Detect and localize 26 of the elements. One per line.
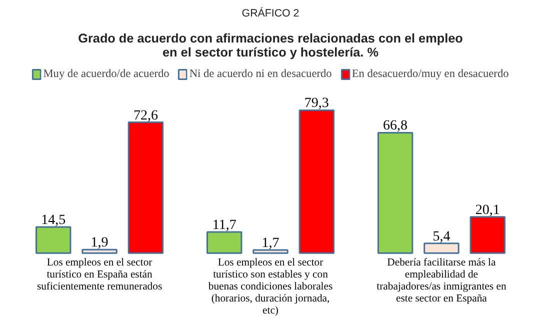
bar xyxy=(252,249,288,254)
legend-label: Ni de acuerdo ni en desacuerdo xyxy=(189,68,332,80)
bar xyxy=(424,242,460,254)
data-label: 11,7 xyxy=(212,218,236,233)
data-label: 1,9 xyxy=(90,236,108,251)
chart-title: Grado de acuerdo con afirmaciones relacionadas con el empleo en el sector turístico y hostelería. % xyxy=(78,32,464,60)
bar xyxy=(128,122,164,254)
x-tick-label: Los empleos en el sector turístico en España están suficientemente remunerados xyxy=(36,257,162,293)
x-tick-label: Los empleos en el sector turístico son estables y con buenas condiciones laborales (horarios, duración jornada, etc) xyxy=(208,257,333,317)
data-label: 79,3 xyxy=(304,96,329,112)
data-label: 20,1 xyxy=(475,202,500,218)
legend-label: En desacuerdo/muy en desacuerdo xyxy=(352,68,509,80)
data-label: 1,7 xyxy=(262,236,280,252)
data-label: 66,8 xyxy=(383,118,408,134)
bar xyxy=(298,109,335,254)
bar xyxy=(377,132,414,254)
legend-label: Muy de acuerdo/de acuerdo xyxy=(43,68,170,80)
bar xyxy=(82,248,118,254)
x-tick-label: Debería facilitarse más la empleabilidad de trabajadores/as inmigrantes en este sector en España xyxy=(376,257,507,305)
bar xyxy=(470,216,506,254)
bar xyxy=(206,231,242,254)
bar xyxy=(36,226,72,254)
data-label: 5,4 xyxy=(432,229,450,244)
data-label: 72,6 xyxy=(133,108,158,124)
data-label: 14,5 xyxy=(41,212,66,228)
chart-subtitle: GRÁFICO 2 xyxy=(242,6,300,20)
